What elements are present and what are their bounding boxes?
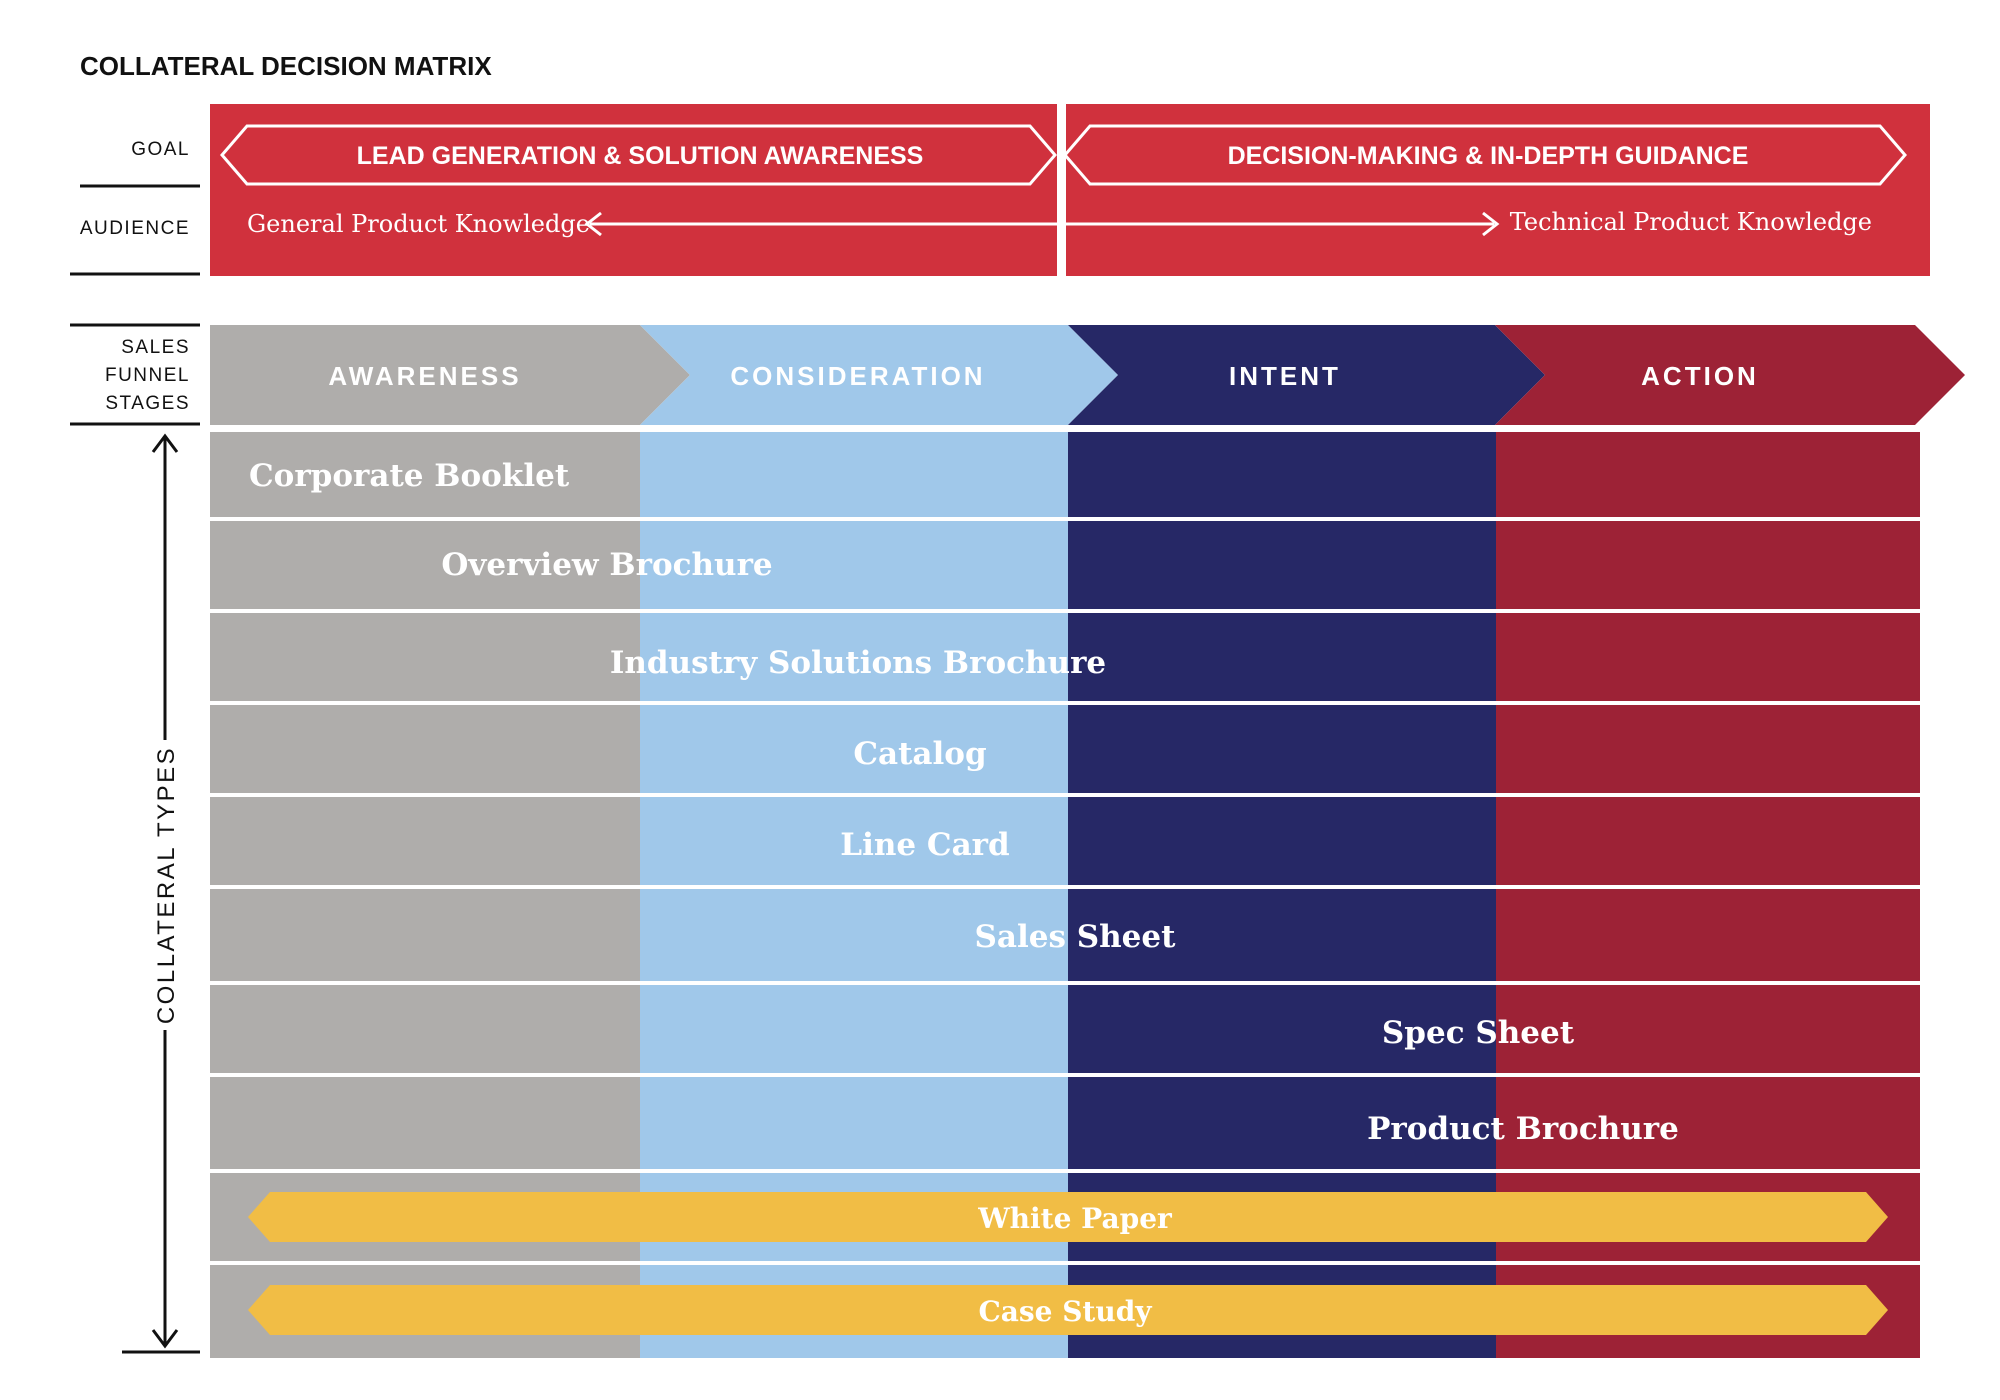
stages-label-line: STAGES bbox=[105, 393, 190, 414]
stage-action-label: ACTION bbox=[1641, 361, 1759, 391]
audience-general-text: General Product Knowledge bbox=[247, 210, 590, 238]
stage-awareness-label: AWARENESS bbox=[328, 361, 521, 391]
goal-panel-right bbox=[1066, 104, 1930, 276]
goal-arrow-outline-left bbox=[220, 124, 1057, 186]
collateral-spec-sheet: Spec Sheet bbox=[1382, 1015, 1575, 1051]
collateral-sales-sheet: Sales Sheet bbox=[975, 919, 1177, 955]
row-separators bbox=[210, 517, 1920, 1265]
audience-technical-text: Technical Product Knowledge bbox=[1510, 208, 1872, 236]
white-paper-label: White Paper bbox=[977, 1202, 1173, 1235]
case-study-bar bbox=[248, 1285, 1888, 1335]
collateral-overview-brochure: Overview Brochure bbox=[441, 547, 772, 583]
goal-panel-left bbox=[210, 104, 1057, 276]
audience-label: AUDIENCE bbox=[80, 218, 190, 239]
stage-consideration-label: CONSIDERATION bbox=[730, 361, 985, 391]
stages-label-line: FUNNEL bbox=[105, 365, 190, 386]
goal-right-text: DECISION-MAKING & IN-DEPTH GUIDANCE bbox=[1228, 142, 1749, 170]
stage-consideration bbox=[640, 325, 1118, 425]
page-title: COLLATERAL DECISION MATRIX bbox=[80, 51, 492, 81]
stage-intent-label: INTENT bbox=[1229, 361, 1341, 391]
collateral-line-card: Line Card bbox=[840, 827, 1009, 863]
stage-awareness bbox=[210, 325, 690, 425]
stages-label-line: SALES bbox=[121, 337, 190, 358]
collateral-types-label: COLLATERAL TYPES bbox=[153, 746, 180, 1024]
collateral-product-brochure: Product Brochure bbox=[1367, 1111, 1679, 1147]
collateral-industry-solutions-brochure: Industry Solutions Brochure bbox=[610, 645, 1106, 681]
goal-arrow-outline-right bbox=[1063, 124, 1907, 186]
audience-double-arrow bbox=[584, 211, 1500, 237]
stage-intent bbox=[1068, 325, 1545, 425]
white-paper-bar bbox=[248, 1192, 1888, 1242]
case-study-label: Case Study bbox=[978, 1295, 1152, 1328]
goal-left-text: LEAD GENERATION & SOLUTION AWARENESS bbox=[357, 142, 924, 170]
collateral-catalog: Catalog bbox=[853, 736, 986, 772]
collateral-types-axis: COLLATERAL TYPES bbox=[122, 433, 200, 1354]
stage-action bbox=[1495, 325, 1965, 425]
goal-label: GOAL bbox=[131, 139, 190, 160]
collateral-corporate-booklet: Corporate Booklet bbox=[249, 458, 570, 494]
